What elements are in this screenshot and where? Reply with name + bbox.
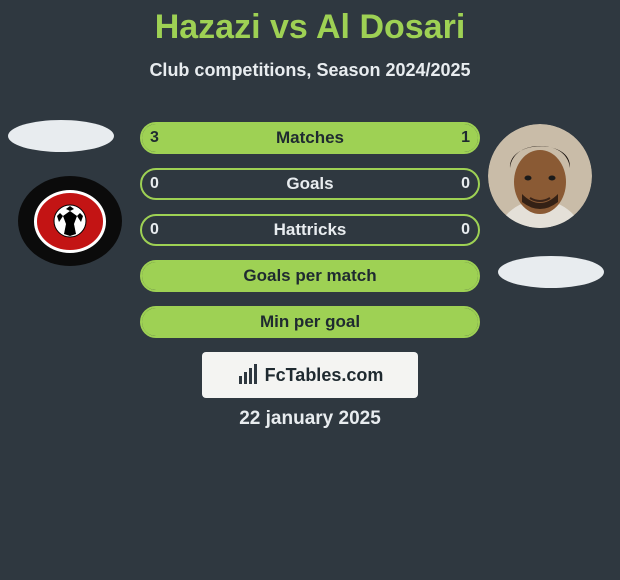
player1-placeholder	[8, 120, 114, 152]
stat-label: Goals	[142, 174, 478, 194]
club-badge	[18, 176, 122, 266]
club-badge-inner	[34, 190, 107, 253]
stat-row: Min per goal	[140, 306, 480, 338]
watermark: FcTables.com	[202, 352, 418, 398]
stat-value-left: 0	[150, 216, 159, 244]
date-text: 22 january 2025	[0, 408, 620, 430]
stat-row: Goals per match	[140, 260, 480, 292]
player2-avatar	[488, 124, 592, 228]
stat-label: Matches	[142, 128, 478, 148]
stat-value-left: 0	[150, 170, 159, 198]
watermark-text: FcTables.com	[265, 365, 384, 386]
stat-label: Goals per match	[142, 266, 478, 286]
stat-row: Goals0 0	[140, 168, 480, 200]
stat-value-right: 1	[461, 124, 470, 152]
player2-placeholder	[498, 256, 604, 288]
player1-name: Hazazi	[155, 8, 261, 46]
stat-row: Matches3 1	[140, 122, 480, 154]
stat-value-right: 0	[461, 216, 470, 244]
stat-label: Hattricks	[142, 220, 478, 240]
chart-icon	[237, 364, 259, 386]
soccer-ball-icon	[53, 204, 87, 238]
stat-label: Min per goal	[142, 312, 478, 332]
subtitle: Club competitions, Season 2024/2025	[0, 60, 620, 81]
title-vs: vs	[261, 8, 316, 46]
player2-name: Al Dosari	[316, 8, 465, 46]
stat-row: Hattricks0 0	[140, 214, 480, 246]
page-title: Hazazi vs Al Dosari	[0, 8, 620, 47]
stat-value-right: 0	[461, 170, 470, 198]
stat-value-left: 3	[150, 124, 159, 152]
